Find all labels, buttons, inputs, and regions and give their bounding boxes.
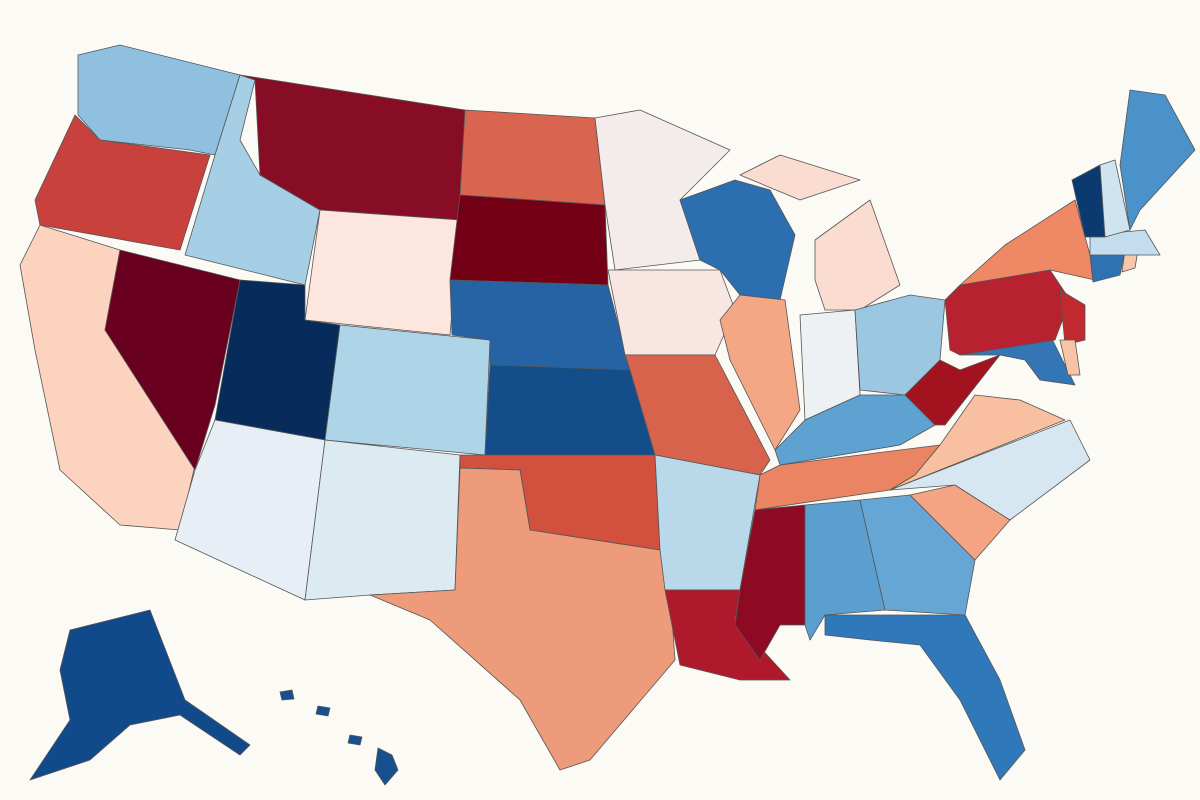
state [369, 467, 676, 771]
state [1059, 339, 1081, 376]
state [77, 44, 241, 156]
state [484, 364, 656, 456]
state [304, 209, 461, 336]
state [1059, 289, 1086, 346]
state [304, 439, 461, 601]
state [459, 109, 606, 206]
state [449, 194, 609, 286]
state [174, 419, 326, 601]
state [279, 689, 399, 786]
state [1119, 89, 1196, 231]
state [34, 114, 211, 251]
state [607, 269, 736, 356]
state [889, 419, 1091, 521]
state [889, 394, 1066, 491]
state [324, 324, 491, 456]
state [104, 249, 241, 471]
state [29, 609, 251, 781]
state [824, 614, 1026, 781]
state [859, 494, 976, 616]
